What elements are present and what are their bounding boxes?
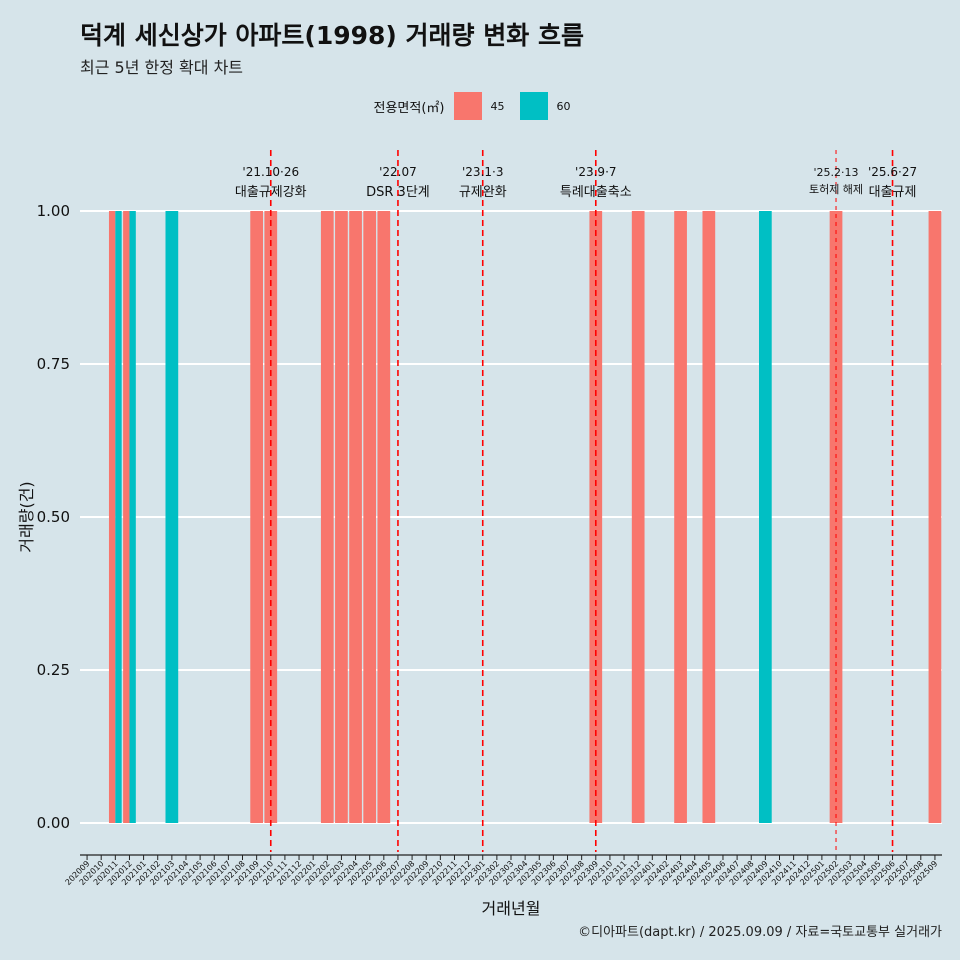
y-axis-title: 거래량(건) <box>17 481 36 552</box>
x-axis-title: 거래년월 <box>482 899 541 918</box>
legend-title: 전용면적(㎡) <box>373 100 445 116</box>
chart-title: 덕계 세신상가 아파트(1998) 거래량 변화 흐름 <box>80 21 584 50</box>
bar-202206-45 <box>377 211 391 823</box>
annotation-date-0: '21.10·26 <box>242 165 299 179</box>
annotation-label-0: 대출규제강화 <box>235 185 307 200</box>
annotation-date-5: '25.6·27 <box>868 165 917 179</box>
bar-202110-45 <box>264 211 278 823</box>
bar-202403-45 <box>674 211 687 823</box>
annotation-label-5: 대출규제 <box>869 185 917 200</box>
legend: 전용면적(㎡) 45 60 <box>0 92 960 120</box>
bar-202312-45 <box>631 211 645 823</box>
annotation-label-1: DSR 3단계 <box>366 185 430 200</box>
annotation-date-3: '23.9·7 <box>575 165 616 179</box>
source-caption: ©디아파트(dapt.kr) / 2025.09.09 / 자료=국토교통부 실… <box>578 925 942 940</box>
legend-swatch-60 <box>520 92 549 120</box>
y-tick-label: 0.00 <box>37 814 70 832</box>
bar-202204-45 <box>349 211 362 823</box>
annotation-date-1: '22.07 <box>379 165 417 179</box>
bar-202103-60 <box>165 211 179 823</box>
legend-label-45: 45 <box>490 99 505 113</box>
bar-202205-45 <box>363 211 377 823</box>
chart-subtitle: 최근 5년 한정 확대 차트 <box>80 58 244 77</box>
bar-202409-60 <box>759 211 772 823</box>
bar-202202-45 <box>320 211 334 823</box>
annotation-label-3: 특례대출축소 <box>560 185 632 200</box>
bar-202012-45 <box>123 211 130 823</box>
legend-item-60: 60 <box>520 92 578 120</box>
legend-label-60: 60 <box>556 99 571 113</box>
y-tick-label: 0.75 <box>37 355 70 373</box>
annotation-label-2: 규제완화 <box>459 185 507 200</box>
y-tick-label: 0.25 <box>37 661 70 679</box>
annotation-label-4: 토허제 해제 <box>809 182 863 196</box>
y-tick-label: 1.00 <box>37 202 70 220</box>
annotation-date-4: '25.2·13 <box>814 166 859 179</box>
bar-202011-60 <box>115 211 122 823</box>
bar-202509-45 <box>928 211 942 823</box>
bar-202405-45 <box>702 211 716 823</box>
bar-202203-45 <box>335 211 348 823</box>
bar-202011-45 <box>108 211 116 823</box>
bar-202502-45 <box>829 211 843 823</box>
annotation-date-2: '23.1·3 <box>462 165 503 179</box>
bar-202309-45 <box>589 211 603 823</box>
y-tick-label: 0.50 <box>37 508 70 526</box>
legend-swatch-45 <box>454 92 483 120</box>
bar-202109-45 <box>250 211 263 823</box>
legend-item-45: 45 <box>454 92 512 120</box>
bar-202012-60 <box>129 211 136 823</box>
